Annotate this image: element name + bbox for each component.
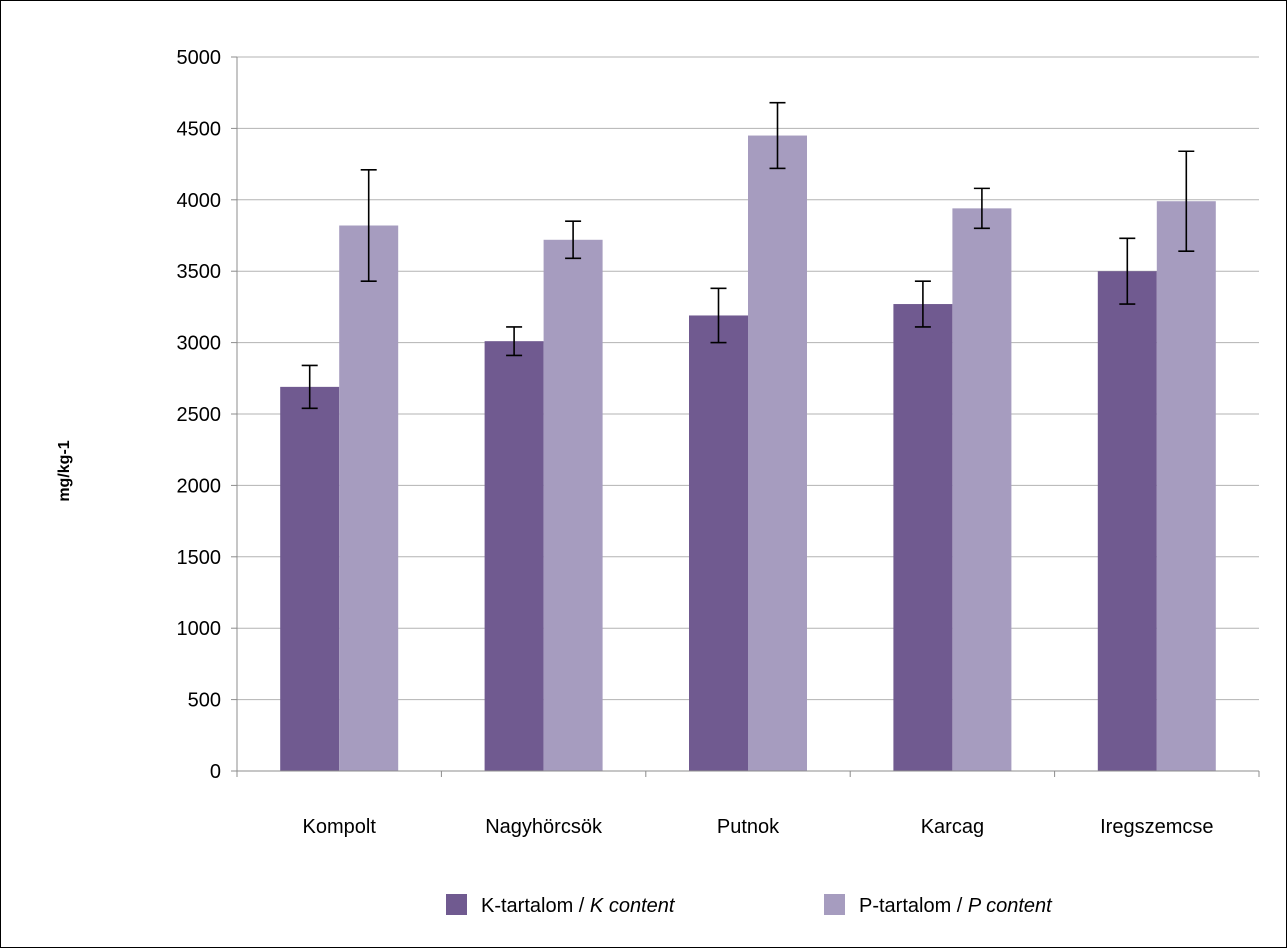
y-tick-label: 5000 (177, 47, 222, 69)
y-tick-label: 4000 (177, 190, 222, 212)
bars (280, 135, 1216, 772)
y-tick-label: 500 (188, 690, 221, 712)
y-axis-label: mg/kg-1 (56, 440, 73, 501)
x-category-label: Iregszemcse (1100, 816, 1213, 838)
y-tick-label: 1500 (177, 547, 222, 569)
x-category-label: Kompolt (303, 816, 377, 838)
bar-k-karcag (893, 304, 953, 771)
x-category-label: Putnok (717, 816, 780, 838)
bar-p-karcag (952, 208, 1012, 772)
bar-p-putnok (748, 135, 807, 772)
bar-k-kompolt (280, 386, 340, 771)
legend: K-tartalom / K content P-tartalom / P con… (446, 894, 1053, 917)
y-tick-label: 0 (210, 761, 221, 783)
bar-p-kompolt (339, 225, 399, 771)
bar-p-iregszemcse (1156, 201, 1216, 771)
x-category-label: Karcag (921, 816, 984, 838)
bar-p-nagyhörcsök (543, 239, 603, 771)
legend-swatch (446, 894, 467, 915)
y-tick-label: 4500 (177, 118, 222, 140)
legend-swatch (824, 894, 845, 915)
y-tick-label: 3500 (177, 261, 222, 283)
bar-k-putnok (689, 315, 748, 771)
y-tick-label: 3000 (177, 333, 222, 355)
legend-label: K-tartalom / K content (481, 895, 676, 917)
legend-label: P-tartalom / P content (859, 895, 1053, 917)
y-tick-label: 1000 (177, 618, 222, 640)
x-category-label: Nagyhörcsök (485, 816, 603, 838)
error-bars (301, 101, 1195, 410)
axes: 0 500 1000 1500 2000 2500 3000 3500 4000 4500 5000… (177, 47, 1260, 838)
bar-k-iregszemcse (1097, 271, 1157, 771)
y-tick-label: 2500 (177, 404, 222, 426)
y-tick-label: 2000 (177, 475, 222, 497)
bar-k-nagyhörcsök (484, 341, 544, 771)
